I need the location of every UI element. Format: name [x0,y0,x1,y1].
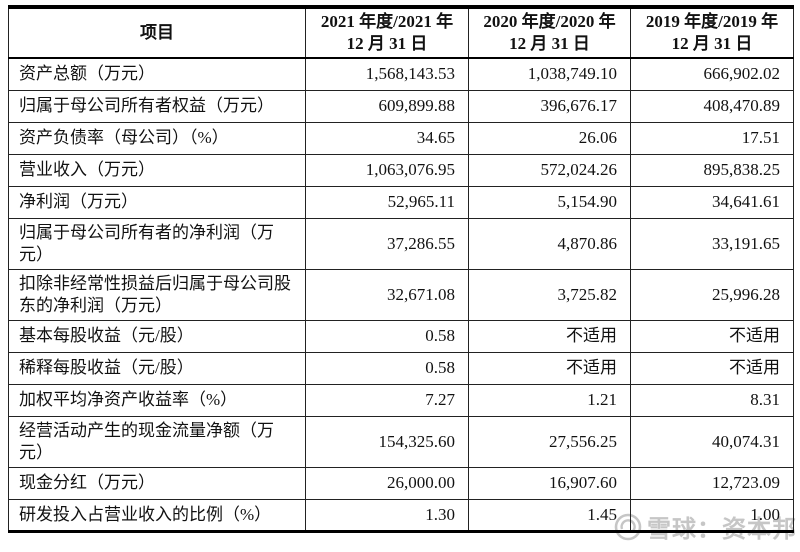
table-row-operating-cash-flow: 经营活动产生的现金流量净额（万元） 154,325.60 27,556.25 4… [8,415,794,468]
table-row-net-profit: 净利润（万元） 52,965.11 5,154.90 34,641.61 [8,185,794,219]
value-2019: 895,838.25 [630,153,794,187]
row-label: 归属于母公司所有者权益（万元） [8,89,306,123]
value-2020: 5,154.90 [468,185,631,219]
table-row-revenue: 营业收入（万元） 1,063,076.95 572,024.26 895,838… [8,153,794,187]
value-2019: 17.51 [630,121,794,155]
value-2021: 154,325.60 [305,415,469,468]
value-2020: 1.45 [468,498,631,532]
value-2021: 1.30 [305,498,469,532]
value-2020: 不适用 [468,351,631,385]
row-label: 基本每股收益（元/股） [8,319,306,353]
header-period-2020-line1: 2020 年度/2020 年 [483,12,616,31]
value-2019: 不适用 [630,351,794,385]
value-2021: 32,671.08 [305,268,469,321]
row-label: 归属于母公司所有者的净利润（万元） [8,217,306,270]
header-period-2020-line2: 12 月 31 日 [509,34,590,53]
value-2019: 不适用 [630,319,794,353]
header-period-2021-line2: 12 月 31 日 [346,34,428,53]
table-row-cash-dividend: 现金分红（万元） 26,000.00 16,907.60 12,723.09 [8,466,794,500]
value-2020: 572,024.26 [468,153,631,187]
value-2021: 52,965.11 [305,185,469,219]
row-label: 营业收入（万元） [8,153,306,187]
header-period-2019-line2: 12 月 31 日 [671,34,753,53]
table-row-total-assets: 资产总额（万元） 1,568,143.53 1,038,749.10 666,9… [8,57,794,91]
row-label: 加权平均净资产收益率（%） [8,383,306,417]
value-2019: 25,996.28 [630,268,794,321]
value-2020: 1.21 [468,383,631,417]
table-row-parent-net-profit: 归属于母公司所有者的净利润（万元） 37,286.55 4,870.86 33,… [8,217,794,270]
row-label: 净利润（万元） [8,185,306,219]
value-2019: 40,074.31 [630,415,794,468]
header-item: 项目 [8,6,306,59]
table-row-parent-equity: 归属于母公司所有者权益（万元） 609,899.88 396,676.17 40… [8,89,794,123]
table-row-deducted-net-profit: 扣除非经常性损益后归属于母公司股东的净利润（万元） 32,671.08 3,72… [8,268,794,321]
table-row-rd-ratio: 研发投入占营业收入的比例（%） 1.30 1.45 1.00 [8,498,794,532]
value-2019: 12,723.09 [630,466,794,500]
value-2020: 26.06 [468,121,631,155]
value-2021: 609,899.88 [305,89,469,123]
header-period-2021: 2021 年度/2021 年 12 月 31 日 [305,6,469,59]
value-2020: 16,907.60 [468,466,631,500]
value-2019: 408,470.89 [630,89,794,123]
value-2021: 7.27 [305,383,469,417]
row-label: 研发投入占营业收入的比例（%） [8,498,306,532]
row-label: 资产负债率（母公司）（%） [8,121,306,155]
row-label: 现金分红（万元） [8,466,306,500]
value-2021: 26,000.00 [305,466,469,500]
value-2021: 1,063,076.95 [305,153,469,187]
header-period-2020: 2020 年度/2020 年 12 月 31 日 [468,6,631,59]
value-2021: 1,568,143.53 [305,57,469,91]
value-2021: 0.58 [305,319,469,353]
row-label: 资产总额（万元） [8,57,306,91]
table-row-roe: 加权平均净资产收益率（%） 7.27 1.21 8.31 [8,383,794,417]
table-row-diluted-eps: 稀释每股收益（元/股） 0.58 不适用 不适用 [8,351,794,385]
value-2021: 37,286.55 [305,217,469,270]
value-2020: 4,870.86 [468,217,631,270]
value-2019: 8.31 [630,383,794,417]
value-2020: 396,676.17 [468,89,631,123]
row-label: 经营活动产生的现金流量净额（万元） [8,415,306,468]
financial-summary-table: 项目 2021 年度/2021 年 12 月 31 日 2020 年度/2020… [8,5,794,533]
value-2021: 0.58 [305,351,469,385]
value-2021: 34.65 [305,121,469,155]
header-period-2019-line1: 2019 年度/2019 年 [645,12,779,31]
value-2020: 3,725.82 [468,268,631,321]
table-row-debt-ratio: 资产负债率（母公司）（%） 34.65 26.06 17.51 [8,121,794,155]
table-row-basic-eps: 基本每股收益（元/股） 0.58 不适用 不适用 [8,319,794,353]
value-2019: 33,191.65 [630,217,794,270]
header-row: 项目 2021 年度/2021 年 12 月 31 日 2020 年度/2020… [8,6,794,59]
value-2019: 1.00 [630,498,794,532]
value-2019: 34,641.61 [630,185,794,219]
value-2020: 1,038,749.10 [468,57,631,91]
table-header: 项目 2021 年度/2021 年 12 月 31 日 2020 年度/2020… [8,6,794,59]
row-label: 扣除非经常性损益后归属于母公司股东的净利润（万元） [8,268,306,321]
header-period-2019: 2019 年度/2019 年 12 月 31 日 [630,6,794,59]
value-2019: 666,902.02 [630,57,794,91]
value-2020: 不适用 [468,319,631,353]
header-period-2021-line1: 2021 年度/2021 年 [320,12,454,31]
row-label: 稀释每股收益（元/股） [8,351,306,385]
value-2020: 27,556.25 [468,415,631,468]
table-body: 资产总额（万元） 1,568,143.53 1,038,749.10 666,9… [8,57,794,532]
